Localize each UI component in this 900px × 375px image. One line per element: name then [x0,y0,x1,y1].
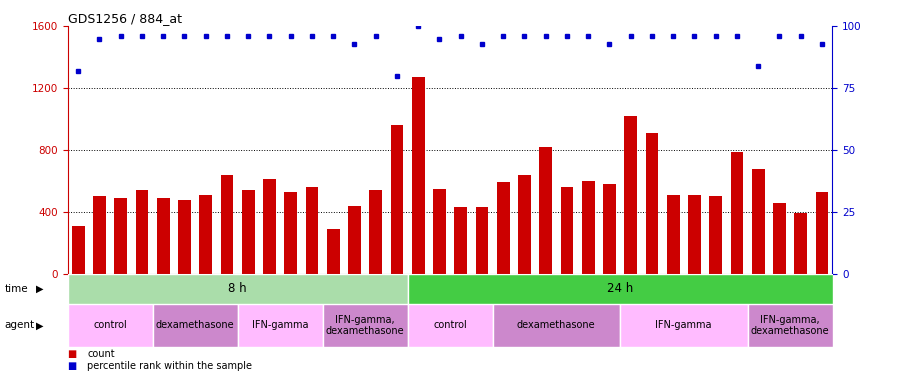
Bar [581,181,595,274]
Bar [114,198,127,274]
Text: dexamethasone: dexamethasone [517,320,596,330]
Bar [667,195,680,274]
Bar [748,304,832,347]
Bar [68,304,152,347]
Bar [152,304,238,347]
Bar [72,226,85,274]
Text: 8 h: 8 h [229,282,247,295]
Bar [492,304,620,347]
Bar [136,190,149,274]
Text: ▶: ▶ [36,320,43,330]
Text: agent: agent [4,320,34,330]
Text: GDS1256 / 884_at: GDS1256 / 884_at [68,12,182,25]
Bar [539,147,552,274]
Text: IFN-gamma: IFN-gamma [252,320,308,330]
Bar [731,152,743,274]
Text: ▶: ▶ [36,284,43,294]
Bar [238,304,322,347]
Text: ■: ■ [68,350,76,359]
Bar [199,195,212,274]
Bar [305,187,319,274]
Bar [284,192,297,274]
Bar [433,189,446,274]
Bar [327,229,339,274]
Bar [794,213,807,274]
Bar [603,184,616,274]
Bar [93,196,106,274]
Text: dexamethasone: dexamethasone [156,320,234,330]
Bar [561,187,573,274]
Text: IFN-gamma: IFN-gamma [655,320,712,330]
Bar [408,274,832,304]
Text: control: control [93,320,127,330]
Bar [369,190,382,274]
Bar [242,190,255,274]
Bar [645,133,658,274]
Bar [497,183,509,274]
Bar [620,304,748,347]
Bar [625,116,637,274]
Text: IFN-gamma,
dexamethasone: IFN-gamma, dexamethasone [326,315,404,336]
Bar [408,304,492,347]
Text: ■: ■ [68,362,76,371]
Bar [752,169,764,274]
Bar [68,274,408,304]
Text: count: count [87,350,115,359]
Text: time: time [4,284,28,294]
Bar [518,175,531,274]
Bar [815,192,828,274]
Bar [475,207,488,274]
Bar [348,206,361,274]
Bar [688,195,701,274]
Bar [157,198,169,274]
Bar [454,207,467,274]
Bar [322,304,408,347]
Bar [411,77,425,274]
Bar [263,179,275,274]
Text: control: control [433,320,467,330]
Text: 24 h: 24 h [607,282,633,295]
Bar [391,125,403,274]
Bar [178,200,191,274]
Bar [709,196,722,274]
Text: percentile rank within the sample: percentile rank within the sample [87,362,252,371]
Bar [773,202,786,274]
Text: IFN-gamma,
dexamethasone: IFN-gamma, dexamethasone [751,315,829,336]
Bar [220,175,233,274]
